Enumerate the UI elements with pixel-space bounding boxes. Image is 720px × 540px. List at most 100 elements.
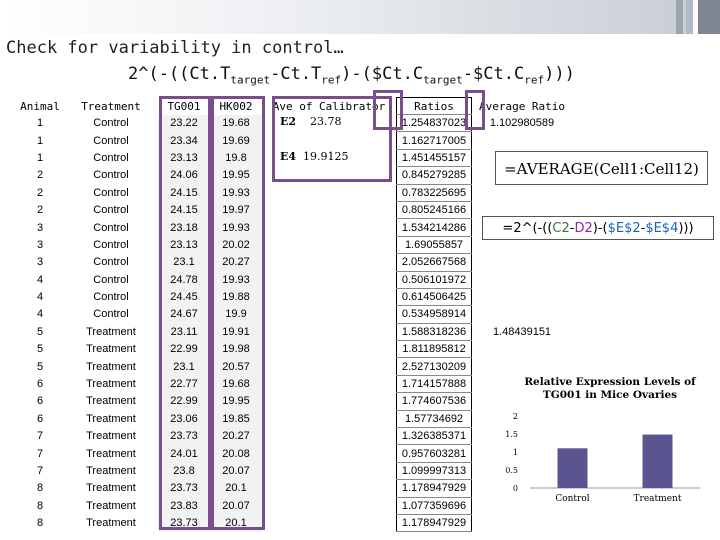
table-row: 5 Treatment 23.11 19.91 1.588318236 1.4843915… <box>16 323 572 342</box>
table-row: 4 Control 24.67 19.9 0.534958914 <box>16 305 572 324</box>
tg001-cell: 23.34 <box>158 131 210 150</box>
table-row: 2 Control 24.15 19.97 0.805245166 <box>16 201 572 220</box>
treatment-cell: Treatment <box>86 343 136 356</box>
animal-cell: 1 <box>36 151 44 164</box>
table-row: 4 Control 24.78 19.93 0.506101972 <box>16 271 572 289</box>
calibrator-cell <box>262 393 397 410</box>
calibrator-cell <box>262 323 397 340</box>
treatment-cell: Treatment <box>86 395 136 408</box>
animal-cell: 7 <box>36 465 44 477</box>
table-row: 1 Control 23.13 19.8 1.451455157 <box>16 149 572 168</box>
header-tile <box>686 0 693 34</box>
treatment-cell: Control <box>93 273 129 286</box>
hk002-cell: 19.8 <box>210 149 262 167</box>
ratio-cell: 1.162717005 <box>396 131 472 150</box>
ratio-formula-callout: =2^(-((C2-D2)-($E$2-$E$4))) <box>482 216 714 240</box>
table-row: 6 Treatment 22.77 19.68 1.714157888 <box>16 375 572 394</box>
header-tile <box>676 0 683 34</box>
tg001-cell: 23.1 <box>158 357 210 376</box>
animal-cell: 2 <box>36 186 44 199</box>
calibrator-cell <box>262 428 397 445</box>
hk002-cell: 20.1 <box>210 479 262 498</box>
tg001-cell: 24.15 <box>158 184 210 202</box>
animal-cell: 4 <box>36 308 44 321</box>
hk002-cell: 20.27 <box>210 427 262 445</box>
tg001-cell: 24.45 <box>158 288 210 306</box>
treatment-cell: Treatment <box>86 482 136 495</box>
y-tick-label: 1 <box>513 448 518 457</box>
animal-cell: 1 <box>36 134 44 147</box>
ratio-cell: 1.588318236 <box>396 323 472 342</box>
header-calibrator: Ave of Calibrator <box>272 99 386 113</box>
calibrator-cell <box>262 480 397 497</box>
ratio-cell: 1.774607536 <box>396 392 472 411</box>
header-treatment: Treatment <box>81 99 141 113</box>
header-gradient <box>0 0 690 34</box>
tg001-cell: 24.06 <box>158 166 210 185</box>
table-row: 6 Treatment 22.99 19.95 1.774607536 <box>16 392 572 411</box>
ratio-cell: 1.178947929 <box>396 479 472 498</box>
table-row: 2 Control 24.06 19.95 0.845279285 <box>16 166 572 185</box>
expression-bar-chart: 0 0.5 1 1.5 2 Control Treatment <box>505 412 700 504</box>
ratio-cell: 1.326385371 <box>396 427 472 446</box>
treatment-cell: Control <box>93 238 129 251</box>
tg001-cell: 23.83 <box>158 497 210 515</box>
average-cell <box>472 288 573 305</box>
treatment-cell: Treatment <box>86 499 136 512</box>
hk002-cell: 20.07 <box>210 497 262 515</box>
ratio-cell: 0.506101972 <box>396 271 472 289</box>
tg001-cell: 23.11 <box>158 323 210 341</box>
treatment-cell: Control <box>93 291 129 304</box>
average-cell <box>472 341 573 358</box>
calibrator-e4: E4 19.9125 <box>280 150 349 163</box>
table-row: 3 Control 23.1 20.27 2.052667568 <box>16 253 573 272</box>
treatment-cell: Control <box>93 308 129 321</box>
tg001-cell: 23.8 <box>158 462 210 480</box>
ratio-cell: 0.805245166 <box>396 201 472 220</box>
average-formula-callout: =AVERAGE(Cell1:Cell12) <box>495 151 708 185</box>
treatment-cell: Control <box>93 204 129 217</box>
chart-title: Relative Expression Levels of TG001 in M… <box>524 376 696 401</box>
average-cell: 1.48439151 <box>492 325 552 338</box>
calibrator-cell <box>262 410 397 427</box>
treatment-cell: Control <box>93 186 129 199</box>
hk002-cell: 19.93 <box>210 218 262 237</box>
treatment-cell: Control <box>93 169 129 182</box>
treatment-cell: Treatment <box>86 517 136 530</box>
animal-cell: 8 <box>36 482 44 495</box>
bar-control <box>557 448 588 488</box>
ratio-cell: 1.811895812 <box>396 340 472 359</box>
ratio-cell: 1.099997313 <box>396 462 472 481</box>
animal-cell: 4 <box>36 291 44 304</box>
calibrator-e2: E2 23.78 <box>280 115 342 128</box>
treatment-cell: Control <box>93 151 129 164</box>
hk002-cell: 20.02 <box>210 236 262 254</box>
average-cell <box>472 132 573 149</box>
calibrator-cell <box>262 462 397 479</box>
tg001-cell: 23.13 <box>158 149 210 167</box>
calibrator-cell <box>262 306 397 323</box>
ratio-formula-heading: 2^(-((Ct.Ttarget-Ct.Tref)-($Ct.Ctarget-$… <box>128 64 575 87</box>
calibrator-cell <box>262 184 397 201</box>
table-row: 1 Control 23.22 19.68 1.254837023 1.102980589 <box>16 114 572 133</box>
ratio-cell: 0.957603281 <box>396 444 472 463</box>
slide-header-band <box>0 0 720 34</box>
formula-ref-highlight <box>465 90 485 130</box>
average-cell <box>472 358 573 375</box>
calibrator-cell <box>262 219 397 236</box>
table-row: 1 Control 23.34 19.69 1.162717005 <box>16 131 573 150</box>
calibrator-highlight <box>272 96 392 182</box>
header-ratios: Ratios <box>396 97 472 115</box>
y-tick-label: 0 <box>513 484 518 493</box>
hk002-cell: 19.95 <box>210 166 262 185</box>
tg001-cell: 24.67 <box>158 305 210 324</box>
hk002-cell: 20.08 <box>210 444 262 463</box>
header-hk002: HK002 <box>219 99 253 113</box>
animal-cell: 3 <box>36 256 44 269</box>
average-cell <box>472 254 573 271</box>
animal-cell: 2 <box>36 204 44 217</box>
calibrator-cell <box>262 254 397 271</box>
animal-cell: 6 <box>36 395 44 408</box>
calibrator-cell <box>262 236 397 253</box>
animal-cell: 4 <box>36 273 44 286</box>
